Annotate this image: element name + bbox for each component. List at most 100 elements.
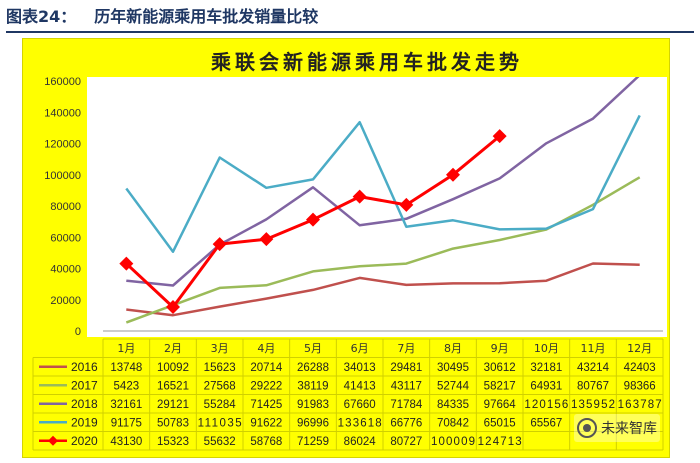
data-label: 71784: [390, 399, 423, 411]
x-tick-label: 4月: [257, 342, 275, 355]
data-label: 29481: [390, 362, 422, 374]
data-label: 43117: [391, 380, 422, 392]
x-tick-label: 2月: [164, 342, 182, 355]
data-label: 86024: [344, 436, 377, 448]
line-chart: 乘联会新能源乘用车批发走势 0 20000 40000 60000 80000 100000…: [32, 50, 667, 451]
y-tick-label: 0: [75, 326, 81, 338]
data-label: 96996: [297, 417, 329, 429]
figure-title: 图表24： 历年新能源乘用车批发销量比较: [6, 4, 318, 30]
x-tick-label: 10月: [534, 342, 559, 355]
data-label: 71425: [250, 399, 282, 411]
data-label: 29222: [250, 380, 282, 392]
data-label: 38119: [297, 380, 328, 392]
y-tick-label: 100000: [44, 170, 81, 182]
legend-label: 2018: [71, 397, 98, 411]
chart-panel: 乘联会新能源乘用车批发走势 0 20000 40000 60000 80000 100000…: [22, 38, 670, 458]
y-tick-label: 80000: [50, 201, 81, 213]
data-label: 100009: [431, 436, 475, 448]
data-label: 13748: [110, 362, 142, 374]
series-line-2018: [126, 77, 640, 287]
data-label: 80727: [390, 436, 422, 448]
data-label: 43214: [577, 362, 610, 374]
x-tick-label: 5月: [304, 342, 322, 355]
data-label: 30612: [484, 362, 516, 374]
legend-marker-2020: [48, 435, 58, 446]
series-point-2020: [119, 256, 134, 271]
y-tick-label: 40000: [50, 264, 81, 276]
series-point-2020: [212, 237, 227, 252]
x-tick-label: 9月: [491, 342, 509, 355]
series-point-2020: [399, 197, 414, 212]
data-label: 133618: [338, 417, 382, 429]
data-label: 65567: [530, 417, 562, 429]
data-label: 30495: [437, 362, 469, 374]
data-label: 27568: [204, 380, 236, 392]
data-label: 91983: [297, 399, 329, 411]
data-label: 58217: [484, 380, 516, 392]
data-label: 55632: [204, 436, 236, 448]
data-label: 41413: [344, 380, 376, 392]
data-label: 66776: [390, 417, 422, 429]
y-tick-label: 140000: [44, 107, 81, 119]
series-point-2020: [166, 300, 180, 315]
data-label: 98366: [624, 380, 656, 392]
y-tick-label: 160000: [44, 76, 81, 88]
y-tick-label: 60000: [50, 232, 81, 244]
title-divider: [6, 31, 694, 33]
y-tick-label: 120000: [44, 139, 81, 151]
x-tick-label: 12月: [627, 342, 652, 355]
data-label: 32161: [110, 399, 142, 411]
legend-label: 2019: [71, 415, 98, 429]
watermark: 未来智库: [574, 414, 660, 442]
data-label: 15623: [204, 362, 236, 374]
data-label: 26288: [297, 362, 329, 374]
data-label: 70842: [437, 417, 469, 429]
data-label: 163787: [618, 399, 662, 411]
series-point-2020: [352, 189, 367, 204]
series-line-2016: [126, 262, 640, 317]
data-label: 55284: [204, 399, 237, 411]
chart-title: 乘联会新能源乘用车批发走势: [210, 50, 523, 74]
y-tick-label: 20000: [50, 295, 81, 307]
data-label: 16521: [157, 380, 189, 392]
x-tick-label: 7月: [397, 342, 415, 355]
data-label: 29121: [157, 399, 189, 411]
series-line-2019: [125, 114, 641, 253]
data-label: 124713: [478, 436, 522, 448]
plot-area: [87, 77, 667, 337]
legend-label: 2017: [71, 378, 98, 392]
data-label: 97664: [484, 399, 517, 411]
series-point-2020: [259, 232, 274, 247]
data-label: 135952: [571, 399, 615, 411]
data-label: 67660: [344, 399, 376, 411]
data-label: 91622: [250, 417, 282, 429]
watermark-text: 未来智库: [601, 421, 657, 437]
data-label: 20714: [250, 362, 283, 374]
series-point-2020: [492, 129, 507, 144]
data-label: 5423: [114, 380, 140, 392]
data-label: 120156: [524, 399, 568, 411]
data-label: 65015: [484, 417, 516, 429]
series-point-2020: [446, 167, 460, 182]
series-point-2020: [306, 212, 320, 227]
data-label: 50783: [157, 417, 189, 429]
figure-label: 图表24：: [6, 7, 77, 26]
data-label: 84335: [437, 399, 469, 411]
data-label: 43130: [110, 436, 142, 448]
data-label: 80767: [577, 380, 609, 392]
data-label: 111035: [198, 417, 242, 429]
data-label: 15323: [157, 436, 189, 448]
legend-label: 2016: [71, 360, 98, 374]
data-label: 42403: [624, 362, 656, 374]
figure-caption: 历年新能源乘用车批发销量比较: [94, 7, 319, 26]
data-label: 64931: [530, 380, 562, 392]
data-label: 71259: [297, 436, 329, 448]
data-label: 10092: [157, 362, 189, 374]
data-label: 91175: [111, 417, 142, 429]
x-tick-label: 1月: [117, 342, 135, 355]
x-tick-label: 11月: [581, 342, 606, 355]
x-tick-label: 8月: [444, 342, 462, 355]
x-tick-label: 6月: [351, 342, 369, 355]
legend-label: 2020: [71, 434, 98, 448]
data-label: 52744: [437, 380, 470, 392]
